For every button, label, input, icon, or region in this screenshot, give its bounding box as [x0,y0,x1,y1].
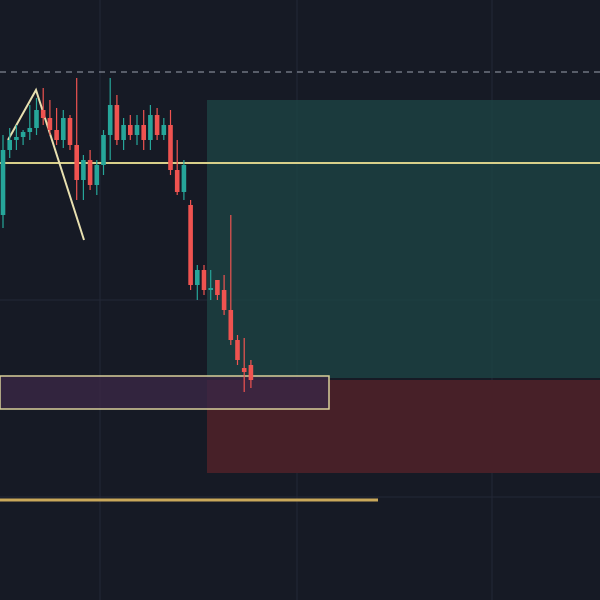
candle-body [94,165,100,185]
candle-body [34,110,39,128]
candle-body [87,160,93,185]
candle-body [14,137,19,140]
zigzag [7,87,85,241]
candle-body [174,170,180,192]
candle-body [40,110,46,118]
candle-body [107,105,113,135]
candle-body [168,125,173,170]
candle-body [81,160,86,180]
candle-body [101,135,106,165]
candle-body [0,150,6,215]
candle-body [181,165,187,192]
candle-body [27,128,33,132]
candle-body [221,290,227,310]
candles [0,78,254,392]
candle-body [208,288,213,290]
candle-body [74,145,79,180]
candle-body [114,105,120,140]
candle-body [195,270,200,285]
candle-body [141,125,146,140]
candle-body [61,118,66,140]
candle-body [121,125,126,140]
candle-body [128,125,133,135]
candle-body [161,125,167,135]
candle-body [201,270,207,290]
candle-body [241,368,247,372]
candle-body [7,140,12,150]
target-zone [207,100,600,378]
candle-body [248,365,254,380]
candle-body [215,280,220,295]
candle-body [54,130,59,140]
candle-body [188,205,193,285]
candle-body [228,310,234,340]
candle-body [20,132,26,137]
candle-body [47,118,53,130]
candle-body [235,340,240,360]
candle-body [67,118,73,145]
candle-body [154,115,160,135]
candle-body [134,125,140,135]
candle-body [148,115,153,140]
supply-zone [0,375,330,410]
